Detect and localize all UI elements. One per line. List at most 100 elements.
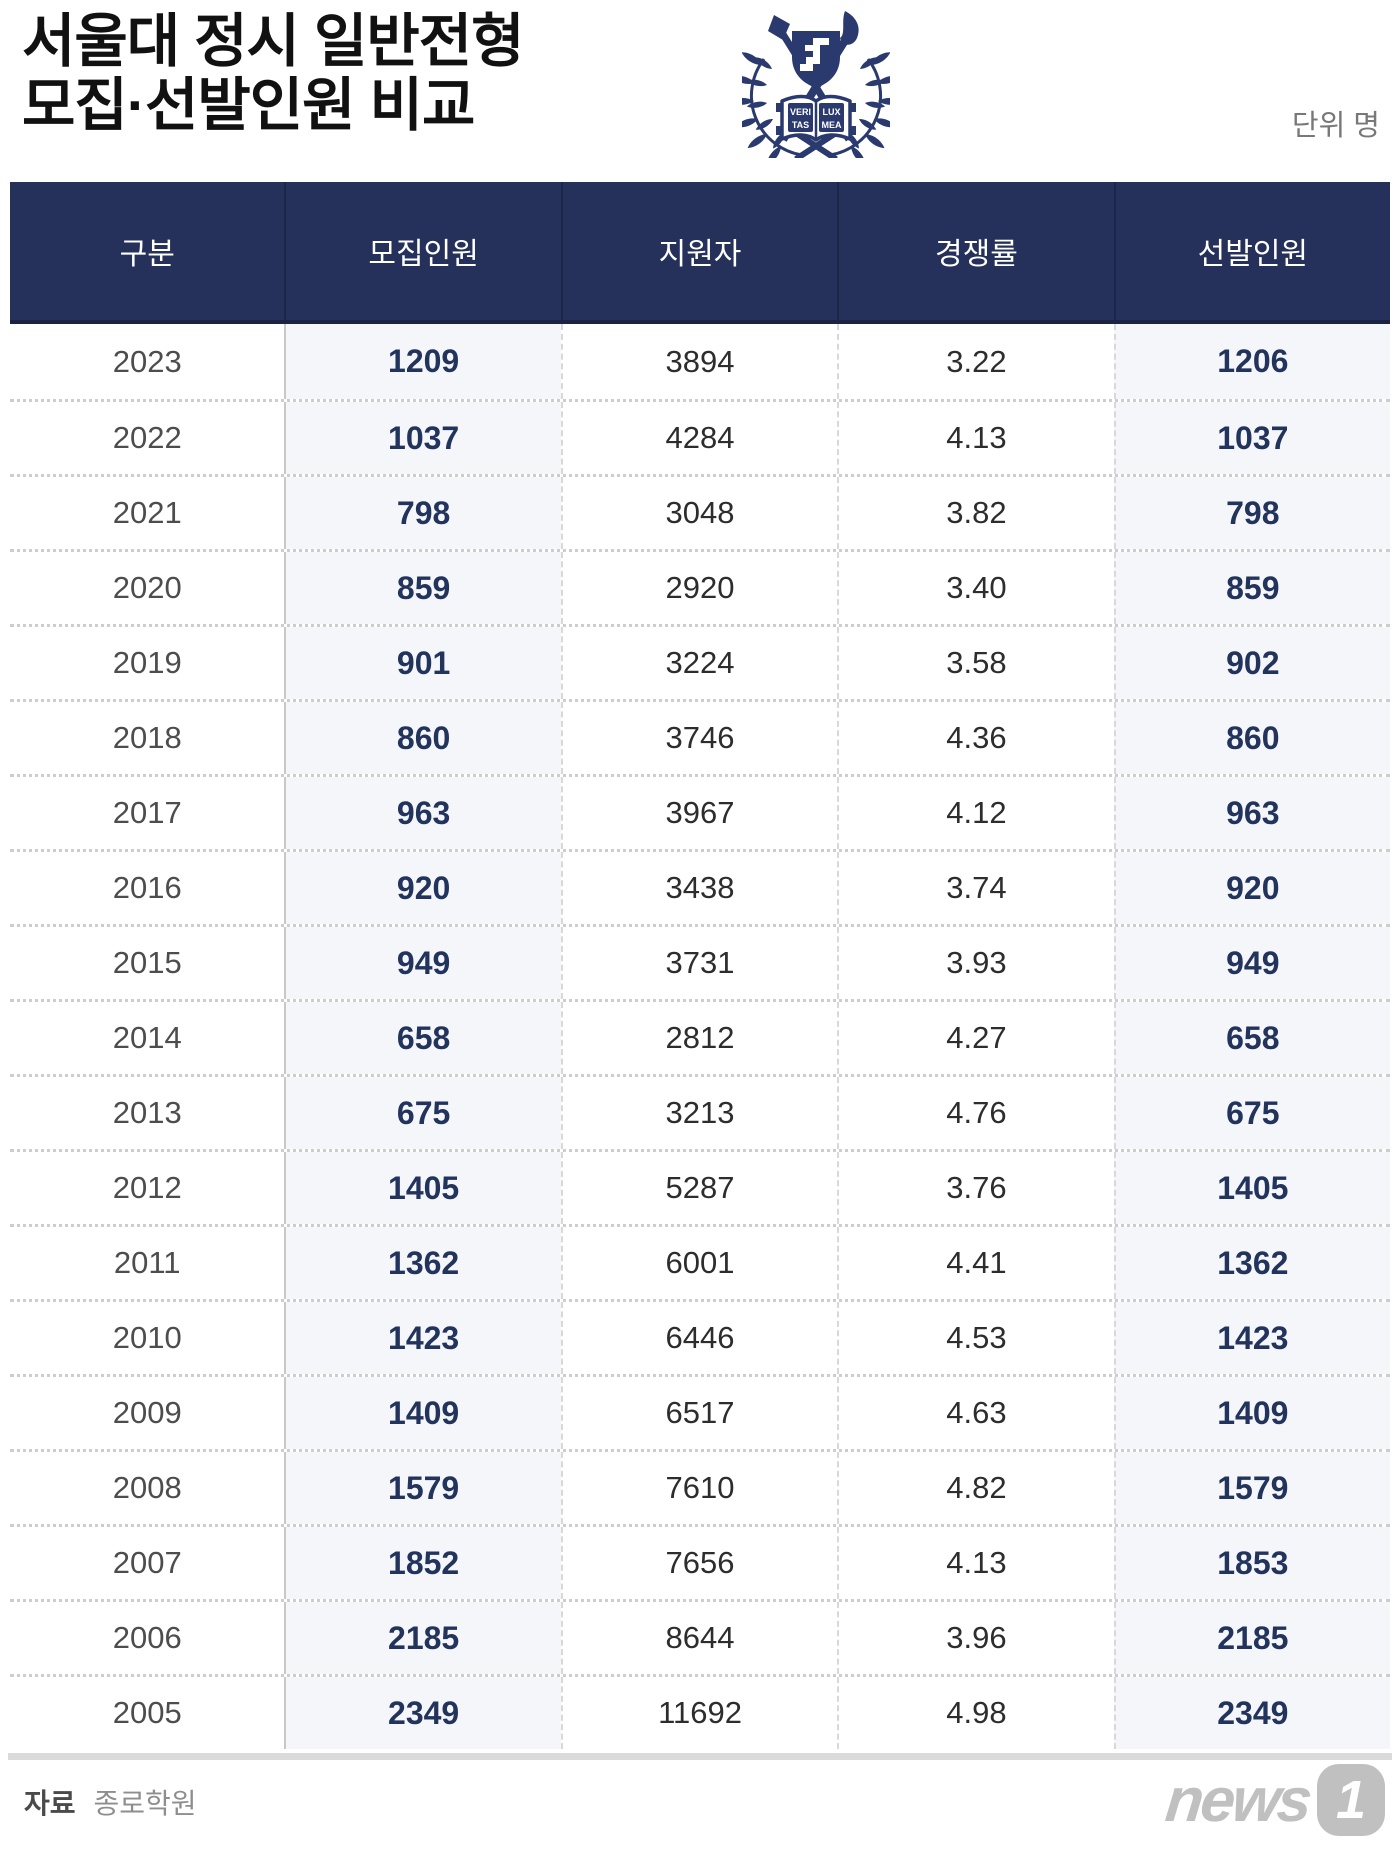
table-row: 2023 1209 3894 3.22 1206 <box>10 324 1391 399</box>
table-row: 2006 2185 8644 3.96 2185 <box>10 1599 1391 1674</box>
applicants-cell: 4284 <box>560 402 837 474</box>
selected-cell: 798 <box>1113 477 1391 549</box>
selected-cell: 1206 <box>1113 324 1391 399</box>
ratio-cell: 3.40 <box>837 552 1113 624</box>
applicants-cell: 3213 <box>560 1077 837 1149</box>
applicants-cell: 3438 <box>560 852 837 924</box>
selected-cell: 2185 <box>1113 1602 1391 1674</box>
selected-cell: 902 <box>1113 627 1391 699</box>
selected-cell: 1409 <box>1113 1377 1391 1449</box>
applicants-cell: 7610 <box>560 1452 837 1524</box>
ratio-cell: 3.93 <box>837 927 1113 999</box>
footer-divider-bar <box>8 1753 1392 1760</box>
recruited-cell: 675 <box>284 1077 561 1149</box>
applicants-cell: 11692 <box>560 1677 837 1749</box>
applicants-cell: 6001 <box>560 1227 837 1299</box>
year-cell: 2014 <box>112 1020 182 1055</box>
ratio-cell: 4.53 <box>837 1302 1113 1374</box>
year-cell: 2015 <box>112 945 182 980</box>
recruited-cell: 2185 <box>284 1602 561 1674</box>
table-body: 2023 1209 3894 3.22 1206 2022 1037 4284 … <box>10 324 1391 1749</box>
recruited-cell: 798 <box>284 477 561 549</box>
emblem-shield <box>792 31 840 88</box>
applicants-cell: 8644 <box>560 1602 837 1674</box>
applicants-cell: 6446 <box>560 1302 837 1374</box>
table-row: 2020 859 2920 3.40 859 <box>10 549 1391 624</box>
recruited-cell: 920 <box>284 852 561 924</box>
table-row: 2011 1362 6001 4.41 1362 <box>10 1224 1391 1299</box>
ratio-cell: 3.58 <box>837 627 1113 699</box>
source-note: 자료 종로학원 <box>24 1782 197 1822</box>
table-row: 2008 1579 7610 4.82 1579 <box>10 1449 1391 1524</box>
recruited-cell: 1579 <box>284 1452 561 1524</box>
recruited-cell: 1409 <box>284 1377 561 1449</box>
applicants-cell: 6517 <box>560 1377 837 1449</box>
table-row: 2021 798 3048 3.82 798 <box>10 474 1391 549</box>
recruited-cell: 1405 <box>284 1152 561 1224</box>
table-row: 2015 949 3731 3.93 949 <box>10 924 1391 999</box>
ratio-cell: 3.22 <box>837 324 1113 399</box>
recruited-cell: 963 <box>284 777 561 849</box>
table-row: 2017 963 3967 4.12 963 <box>10 774 1391 849</box>
year-cell: 2005 <box>112 1695 182 1730</box>
ratio-cell: 4.12 <box>837 777 1113 849</box>
selected-cell: 2349 <box>1113 1677 1391 1749</box>
col-header-category: 구분 <box>119 238 175 271</box>
col-header-selected: 선발인원 <box>1113 182 1390 320</box>
applicants-cell: 5287 <box>560 1152 837 1224</box>
recruited-cell: 860 <box>284 702 561 774</box>
table-row: 2019 901 3224 3.58 902 <box>10 624 1391 699</box>
recruited-cell: 949 <box>284 927 561 999</box>
selected-cell: 920 <box>1113 852 1391 924</box>
selected-cell: 1037 <box>1113 402 1391 474</box>
selected-cell: 1853 <box>1113 1527 1391 1599</box>
year-cell: 2006 <box>112 1620 182 1655</box>
emblem-motto-mea: MEA <box>822 120 843 130</box>
recruited-cell: 901 <box>284 627 561 699</box>
table-row: 2022 1037 4284 4.13 1037 <box>10 399 1391 474</box>
selected-cell: 859 <box>1113 552 1391 624</box>
table-header-row: 구분 모집인원 지원자 경쟁률 선발인원 <box>10 182 1390 324</box>
table-row: 2010 1423 6446 4.53 1423 <box>10 1299 1391 1374</box>
ratio-cell: 4.76 <box>837 1077 1113 1149</box>
snu-emblem-logo: VERI TAS LUX MEA <box>742 11 890 158</box>
selected-cell: 658 <box>1113 1002 1391 1074</box>
year-cell: 2009 <box>112 1395 182 1430</box>
col-header-applicants: 지원자 <box>560 182 837 320</box>
ratio-cell: 4.13 <box>837 1527 1113 1599</box>
recruited-cell: 1852 <box>284 1527 561 1599</box>
table-row: 2012 1405 5287 3.76 1405 <box>10 1149 1391 1224</box>
year-cell: 2011 <box>113 1245 181 1280</box>
news1-logo-one-icon: 1 <box>1317 1764 1385 1836</box>
table-row: 2007 1852 7656 4.13 1853 <box>10 1524 1391 1599</box>
recruited-cell: 1362 <box>284 1227 561 1299</box>
selected-cell: 949 <box>1113 927 1391 999</box>
year-cell: 2022 <box>112 420 182 455</box>
year-cell: 2010 <box>112 1320 182 1355</box>
ratio-cell: 3.76 <box>837 1152 1113 1224</box>
col-header-ratio: 경쟁률 <box>837 182 1113 320</box>
ratio-cell: 3.96 <box>837 1602 1113 1674</box>
ratio-cell: 4.63 <box>837 1377 1113 1449</box>
recruited-cell: 658 <box>284 1002 561 1074</box>
emblem-key-icon <box>800 38 829 71</box>
table-row: 2009 1409 6517 4.63 1409 <box>10 1374 1391 1449</box>
table-row: 2014 658 2812 4.27 658 <box>10 999 1391 1074</box>
ratio-cell: 4.98 <box>837 1677 1113 1749</box>
col-header-recruited: 모집인원 <box>284 182 560 320</box>
year-cell: 2019 <box>112 645 182 680</box>
recruited-cell: 1037 <box>284 402 561 474</box>
news1-logo: news 1 <box>1162 1764 1385 1836</box>
ratio-cell: 4.41 <box>837 1227 1113 1299</box>
recruited-cell: 1423 <box>284 1302 561 1374</box>
news1-logo-text: news <box>1162 1765 1313 1835</box>
year-cell: 2023 <box>112 343 182 379</box>
page-title-line1: 서울대 정시 일반전형 <box>22 9 524 74</box>
selected-cell: 1405 <box>1113 1152 1391 1224</box>
selected-cell: 1423 <box>1113 1302 1391 1374</box>
selected-cell: 1579 <box>1113 1452 1391 1524</box>
year-cell: 2012 <box>112 1170 182 1205</box>
year-cell: 2008 <box>112 1470 182 1505</box>
ratio-cell: 4.27 <box>837 1002 1113 1074</box>
selected-cell: 860 <box>1113 702 1391 774</box>
